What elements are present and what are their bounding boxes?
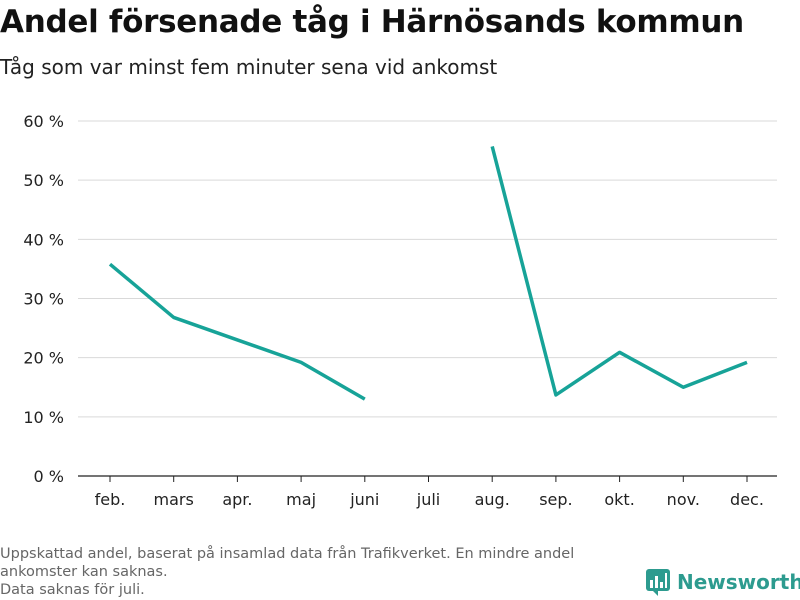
x-tick-label: juli	[416, 490, 440, 509]
x-tick-label: sep.	[539, 490, 572, 509]
x-tick-label: mars	[154, 490, 194, 509]
x-tick-label: dec.	[730, 490, 764, 509]
x-tick-label: maj	[286, 490, 316, 509]
brand-logo: Newsworthy	[645, 568, 800, 596]
newsworthy-logo-icon	[646, 569, 670, 596]
footnote-line-1: Uppskattad andel, baserat på insamlad da…	[0, 546, 575, 580]
chart-title: Andel försenade tåg i Härnösands kommun	[0, 4, 744, 40]
y-tick-label: 60 %	[23, 112, 64, 131]
series-line	[490, 146, 748, 397]
brand-name: Newsworthy	[677, 570, 800, 594]
footnote: Uppskattad andel, baserat på insamlad da…	[0, 545, 640, 599]
y-tick-label: 50 %	[23, 171, 64, 190]
x-tick-label: feb.	[95, 490, 126, 509]
footnote-line-2: Data saknas för juli.	[0, 582, 145, 598]
x-tick-label: juni	[349, 490, 379, 509]
line-chart: 0 % 10 % 20 % 30 % 40 % 50 % 60 % feb. mars apr. m…	[23, 112, 777, 509]
y-tick-label: 40 %	[23, 230, 64, 249]
chart-subtitle: Tåg som var minst fem minuter sena vid a…	[0, 55, 498, 79]
series-line	[108, 262, 366, 401]
y-tick-label: 10 %	[23, 408, 64, 427]
x-tick-label: nov.	[667, 490, 700, 509]
x-tick-label: apr.	[222, 490, 252, 509]
x-tick-label: okt.	[604, 490, 634, 509]
y-tick-label: 30 %	[23, 290, 64, 309]
y-tick-label: 0 %	[34, 467, 64, 486]
x-tick-label: aug.	[475, 490, 510, 509]
y-tick-label: 20 %	[23, 349, 64, 368]
